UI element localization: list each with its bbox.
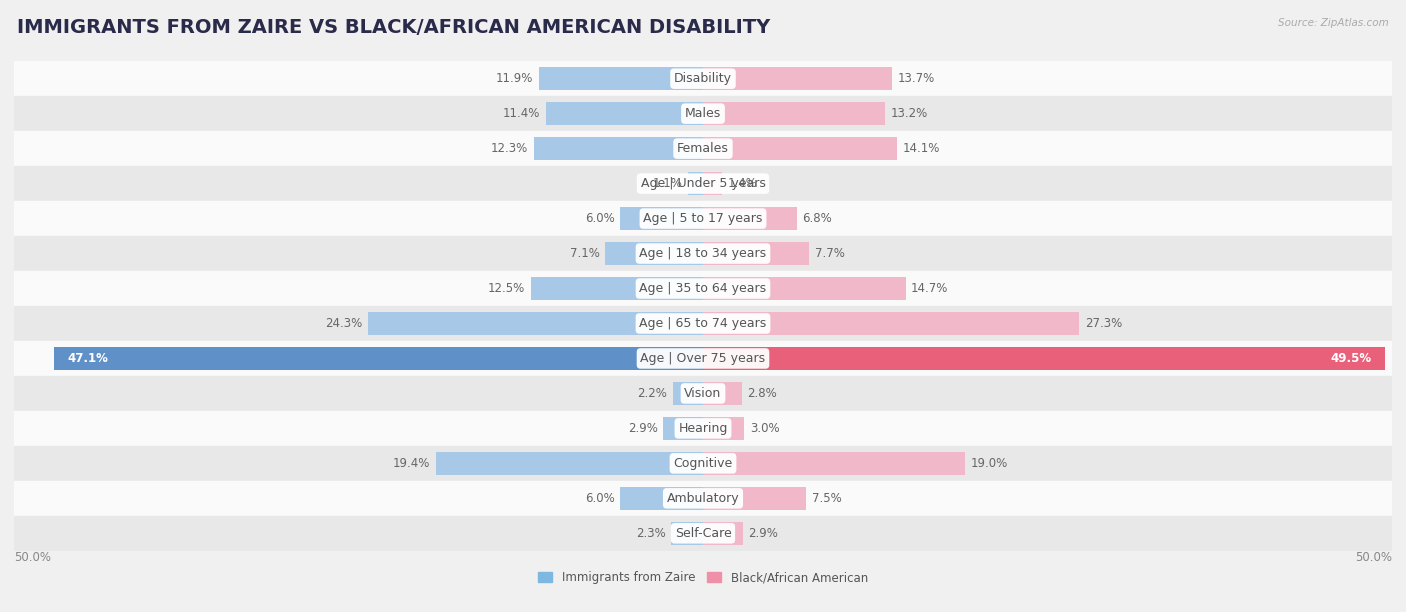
Bar bbox=[14, 61, 1392, 96]
Text: 19.4%: 19.4% bbox=[392, 457, 430, 470]
Text: 2.8%: 2.8% bbox=[747, 387, 778, 400]
Text: 11.4%: 11.4% bbox=[503, 107, 540, 120]
Text: 2.9%: 2.9% bbox=[627, 422, 658, 435]
Bar bbox=[703, 382, 741, 405]
Bar bbox=[538, 67, 703, 90]
Bar bbox=[703, 312, 1080, 335]
Text: 19.0%: 19.0% bbox=[970, 457, 1008, 470]
Text: Age | 65 to 74 years: Age | 65 to 74 years bbox=[640, 317, 766, 330]
Bar bbox=[14, 411, 1392, 446]
Bar bbox=[14, 201, 1392, 236]
Bar bbox=[672, 382, 703, 405]
Bar bbox=[664, 417, 703, 440]
Text: 12.3%: 12.3% bbox=[491, 142, 529, 155]
Bar bbox=[703, 67, 891, 90]
Bar bbox=[703, 452, 965, 475]
Text: 24.3%: 24.3% bbox=[325, 317, 363, 330]
Text: Cognitive: Cognitive bbox=[673, 457, 733, 470]
Text: 1.4%: 1.4% bbox=[728, 177, 758, 190]
Text: 13.7%: 13.7% bbox=[897, 72, 935, 85]
Bar bbox=[14, 446, 1392, 481]
Bar bbox=[14, 236, 1392, 271]
Text: Age | Over 75 years: Age | Over 75 years bbox=[641, 352, 765, 365]
Text: 2.3%: 2.3% bbox=[636, 527, 666, 540]
Bar bbox=[533, 137, 703, 160]
Text: 6.0%: 6.0% bbox=[585, 212, 614, 225]
Bar bbox=[436, 452, 703, 475]
Text: Age | 18 to 34 years: Age | 18 to 34 years bbox=[640, 247, 766, 260]
Bar bbox=[703, 522, 742, 545]
Text: 7.5%: 7.5% bbox=[811, 492, 842, 505]
Text: Age | 5 to 17 years: Age | 5 to 17 years bbox=[644, 212, 762, 225]
Text: 13.2%: 13.2% bbox=[890, 107, 928, 120]
Bar bbox=[14, 306, 1392, 341]
Text: 47.1%: 47.1% bbox=[67, 352, 108, 365]
Bar bbox=[703, 347, 1385, 370]
Bar bbox=[703, 172, 723, 195]
Bar bbox=[703, 417, 744, 440]
Text: Females: Females bbox=[678, 142, 728, 155]
Text: 6.8%: 6.8% bbox=[803, 212, 832, 225]
Text: Hearing: Hearing bbox=[678, 422, 728, 435]
Text: 2.9%: 2.9% bbox=[748, 527, 779, 540]
Text: 6.0%: 6.0% bbox=[585, 492, 614, 505]
Bar bbox=[703, 207, 797, 230]
Text: 7.7%: 7.7% bbox=[814, 247, 845, 260]
Bar bbox=[671, 522, 703, 545]
Text: 3.0%: 3.0% bbox=[749, 422, 779, 435]
Bar bbox=[14, 341, 1392, 376]
Bar bbox=[14, 376, 1392, 411]
Text: Source: ZipAtlas.com: Source: ZipAtlas.com bbox=[1278, 18, 1389, 28]
Text: 2.2%: 2.2% bbox=[637, 387, 668, 400]
Bar bbox=[620, 487, 703, 510]
Bar bbox=[546, 102, 703, 125]
Bar bbox=[703, 242, 808, 265]
Bar bbox=[14, 481, 1392, 516]
Bar bbox=[703, 137, 897, 160]
Text: 14.7%: 14.7% bbox=[911, 282, 949, 295]
Bar bbox=[368, 312, 703, 335]
Bar bbox=[14, 96, 1392, 131]
Bar bbox=[688, 172, 703, 195]
Text: Age | 35 to 64 years: Age | 35 to 64 years bbox=[640, 282, 766, 295]
Bar bbox=[14, 271, 1392, 306]
Text: 27.3%: 27.3% bbox=[1084, 317, 1122, 330]
Text: 50.0%: 50.0% bbox=[1355, 551, 1392, 564]
Bar bbox=[14, 516, 1392, 551]
Text: 49.5%: 49.5% bbox=[1330, 352, 1371, 365]
Text: Disability: Disability bbox=[673, 72, 733, 85]
Bar bbox=[620, 207, 703, 230]
Bar bbox=[53, 347, 703, 370]
Bar bbox=[703, 487, 807, 510]
Text: Vision: Vision bbox=[685, 387, 721, 400]
Text: Age | Under 5 years: Age | Under 5 years bbox=[641, 177, 765, 190]
Legend: Immigrants from Zaire, Black/African American: Immigrants from Zaire, Black/African Ame… bbox=[538, 571, 868, 584]
Text: 12.5%: 12.5% bbox=[488, 282, 526, 295]
Bar bbox=[14, 166, 1392, 201]
Bar bbox=[703, 102, 884, 125]
Bar bbox=[14, 131, 1392, 166]
Text: Males: Males bbox=[685, 107, 721, 120]
Text: 7.1%: 7.1% bbox=[569, 247, 599, 260]
Text: 11.9%: 11.9% bbox=[496, 72, 533, 85]
Text: Ambulatory: Ambulatory bbox=[666, 492, 740, 505]
Text: 1.1%: 1.1% bbox=[652, 177, 682, 190]
Text: 50.0%: 50.0% bbox=[14, 551, 51, 564]
Text: 14.1%: 14.1% bbox=[903, 142, 941, 155]
Text: Self-Care: Self-Care bbox=[675, 527, 731, 540]
Bar bbox=[531, 277, 703, 300]
Bar bbox=[605, 242, 703, 265]
Text: IMMIGRANTS FROM ZAIRE VS BLACK/AFRICAN AMERICAN DISABILITY: IMMIGRANTS FROM ZAIRE VS BLACK/AFRICAN A… bbox=[17, 18, 770, 37]
Bar bbox=[703, 277, 905, 300]
